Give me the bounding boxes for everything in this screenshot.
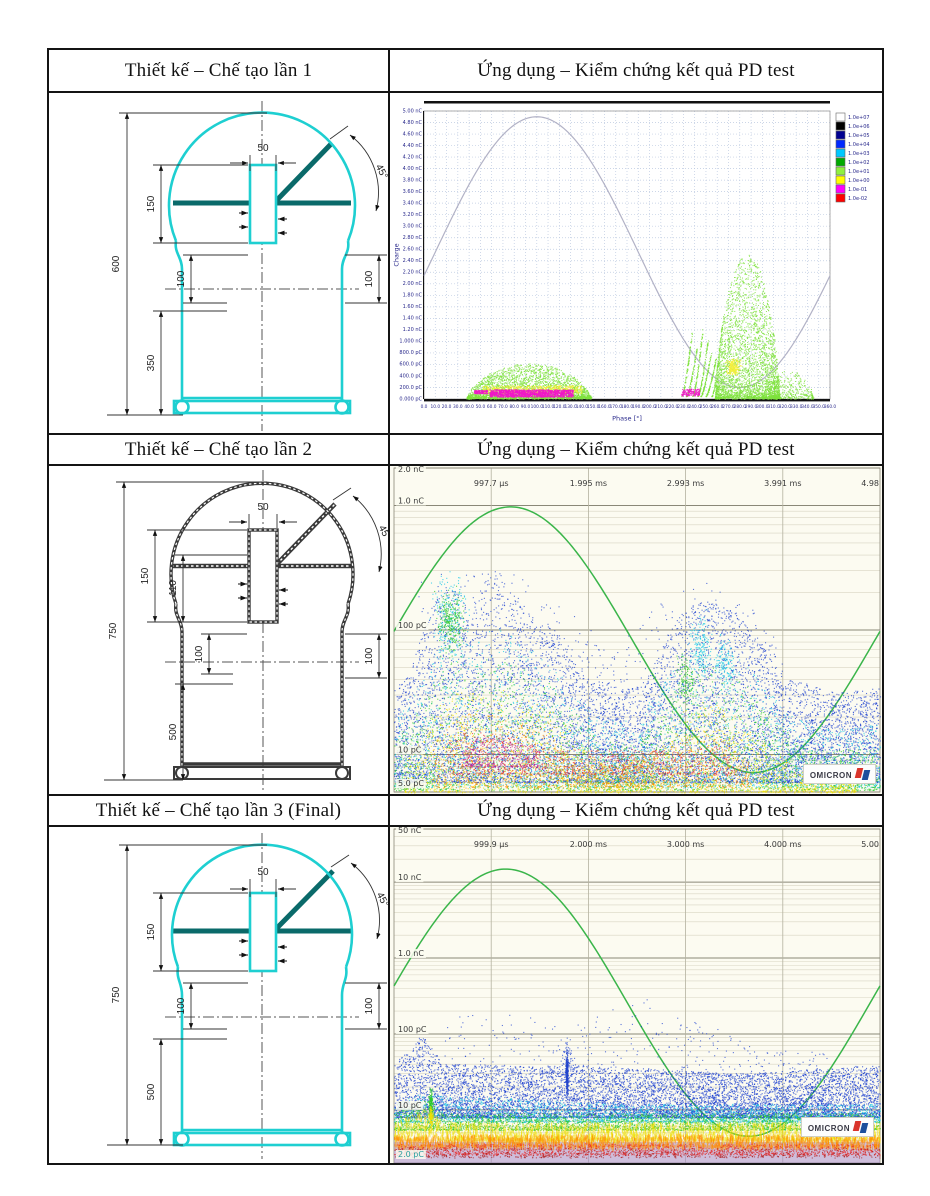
dim-side-left: 100 (176, 997, 187, 1014)
dim-upper: 150 (146, 195, 157, 212)
test-header-2: Ứng dụng – Kiểm chứng kết quả PD test (390, 435, 882, 466)
prpd-chart (390, 93, 882, 433)
test-header-2-label: Ứng dụng – Kiểm chứng kết quả PD test (477, 438, 795, 460)
design-header-1: Thiết kế – Chế tạo lần 1 (49, 50, 390, 93)
omicron-label: OMICRON (809, 771, 852, 780)
dim-width-top: 50 (257, 502, 269, 513)
test-header-1-label: Ứng dụng – Kiểm chứng kết quả PD test (477, 59, 795, 81)
dim-overall: 750 (108, 622, 119, 639)
omicron-icon (852, 1120, 869, 1134)
diagonal-bar (274, 141, 334, 203)
dim-angle: 45° (373, 163, 390, 182)
tank-drawing-3: 750 150 100 500 50 45° 100 (107, 833, 390, 1159)
dim-lower: 500 (168, 723, 179, 740)
dim-lower: 350 (146, 354, 157, 371)
tank-outline (170, 843, 354, 1147)
tank-outline (167, 111, 357, 415)
pd-chart-cell-2: OMICRON (390, 466, 882, 796)
dim-upper: 150 (140, 567, 151, 584)
dim-width-top: 50 (257, 867, 269, 878)
dim-side-right: 100 (364, 270, 375, 287)
design-cell-1: 600 150 100 350 50 45° 100 (49, 93, 390, 435)
design-header-3-label: Thiết kế – Chế tạo lần 3 (Final) (95, 799, 342, 821)
tank-outline (169, 481, 355, 780)
omicron-label: OMICRON (807, 1124, 850, 1133)
dim-side-left: 100 (194, 645, 205, 662)
bushing-arrows (239, 938, 287, 964)
tank-outline-hatch (170, 482, 354, 766)
diagonal-bar-hatch (276, 503, 336, 565)
dim-side-left: 100 (176, 270, 187, 287)
dimension-lines (107, 112, 387, 416)
dim-width-top: 50 (257, 143, 269, 154)
bushing-arrows (239, 210, 287, 236)
dim-side-right: 100 (364, 647, 375, 664)
test-header-1: Ứng dụng – Kiểm chứng kết quả PD test (390, 50, 882, 93)
design-header-2: Thiết kế – Chế tạo lần 2 (49, 435, 390, 466)
tank-drawing-1: 600 150 100 350 50 45° 100 (107, 101, 390, 431)
pd-chart-cell-3: OMICRON (390, 827, 882, 1163)
omicron-icon (854, 767, 871, 781)
design-cell-2: 750 150 110 100 500 50 45° 100 (49, 466, 390, 796)
dim-inner: 110 (168, 580, 179, 596)
test-header-3-label: Ứng dụng – Kiểm chứng kết quả PD test (477, 799, 795, 821)
dimension-lines (107, 844, 387, 1146)
dim-overall: 600 (111, 255, 122, 272)
tank-drawing-2: 750 150 110 100 500 50 45° 100 (104, 470, 388, 792)
design-header-2-label: Thiết kế – Chế tạo lần 2 (124, 438, 313, 460)
design-cell-3: 750 150 100 500 50 45° 100 (49, 827, 390, 1163)
bushing-arrows (238, 581, 288, 607)
dimension-lines (104, 481, 387, 781)
timelog-chart (390, 466, 882, 794)
design-header-1-label: Thiết kế – Chế tạo lần 1 (124, 59, 313, 81)
dim-side-right: 100 (364, 997, 375, 1014)
test-header-3: Ứng dụng – Kiểm chứng kết quả PD test (390, 796, 882, 827)
omicron-logo: OMICRON (800, 1117, 874, 1137)
diagonal-bar (274, 869, 335, 931)
design-header-3: Thiết kế – Chế tạo lần 3 (Final) (49, 796, 390, 827)
omicron-logo: OMICRON (802, 764, 876, 784)
timelog-chart (390, 827, 882, 1163)
pd-chart-cell-1 (390, 93, 882, 435)
dim-overall: 750 (111, 986, 122, 1003)
dim-angle: 45° (374, 891, 390, 910)
dim-lower: 500 (146, 1083, 157, 1100)
dim-upper: 150 (146, 923, 157, 940)
comparison-table: Thiết kế – Chế tạo lần 1 Ứng dụng – Kiểm… (47, 48, 884, 1165)
